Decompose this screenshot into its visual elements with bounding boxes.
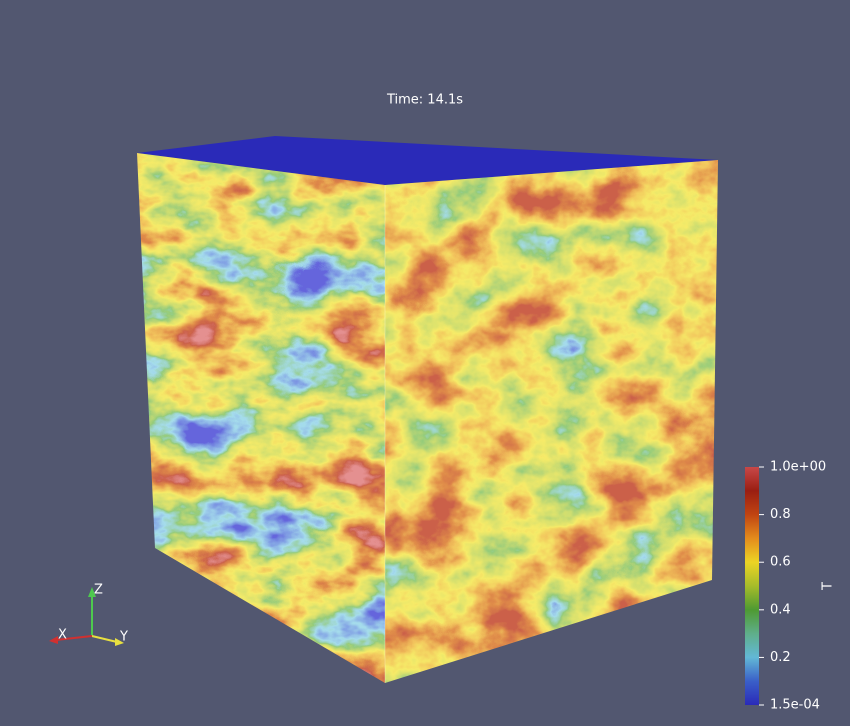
color-tick-label: 0.4 <box>770 602 791 617</box>
y-label: Y <box>119 630 128 645</box>
z-label: Z <box>94 583 103 598</box>
x-arrow <box>49 636 58 644</box>
color-tick-label: 1.5e-04 <box>770 698 820 713</box>
cube-left-face <box>137 153 385 683</box>
cube-top-face <box>137 136 718 185</box>
time-label: Time: 14.1s <box>386 93 463 108</box>
color-bar <box>745 467 759 705</box>
color-legend: T 1.5e-04 0.2 0.4 0.6 0.8 1.0e+00 <box>745 460 836 713</box>
color-tick-label: 0.2 <box>770 650 791 665</box>
x-label: X <box>58 628 67 643</box>
cube <box>137 136 718 683</box>
cube-right-face <box>385 160 718 683</box>
color-tick-label: 0.8 <box>770 507 791 522</box>
color-tick-label: 1.0e+00 <box>770 460 826 475</box>
color-tick-label: 0.6 <box>770 555 791 570</box>
color-legend-title: T <box>821 582 836 591</box>
z-arrow <box>88 587 96 597</box>
x-axis <box>55 635 93 641</box>
axes-triad: Z Y X <box>49 583 128 646</box>
y-arrow <box>115 638 124 646</box>
y-axis <box>91 635 118 643</box>
